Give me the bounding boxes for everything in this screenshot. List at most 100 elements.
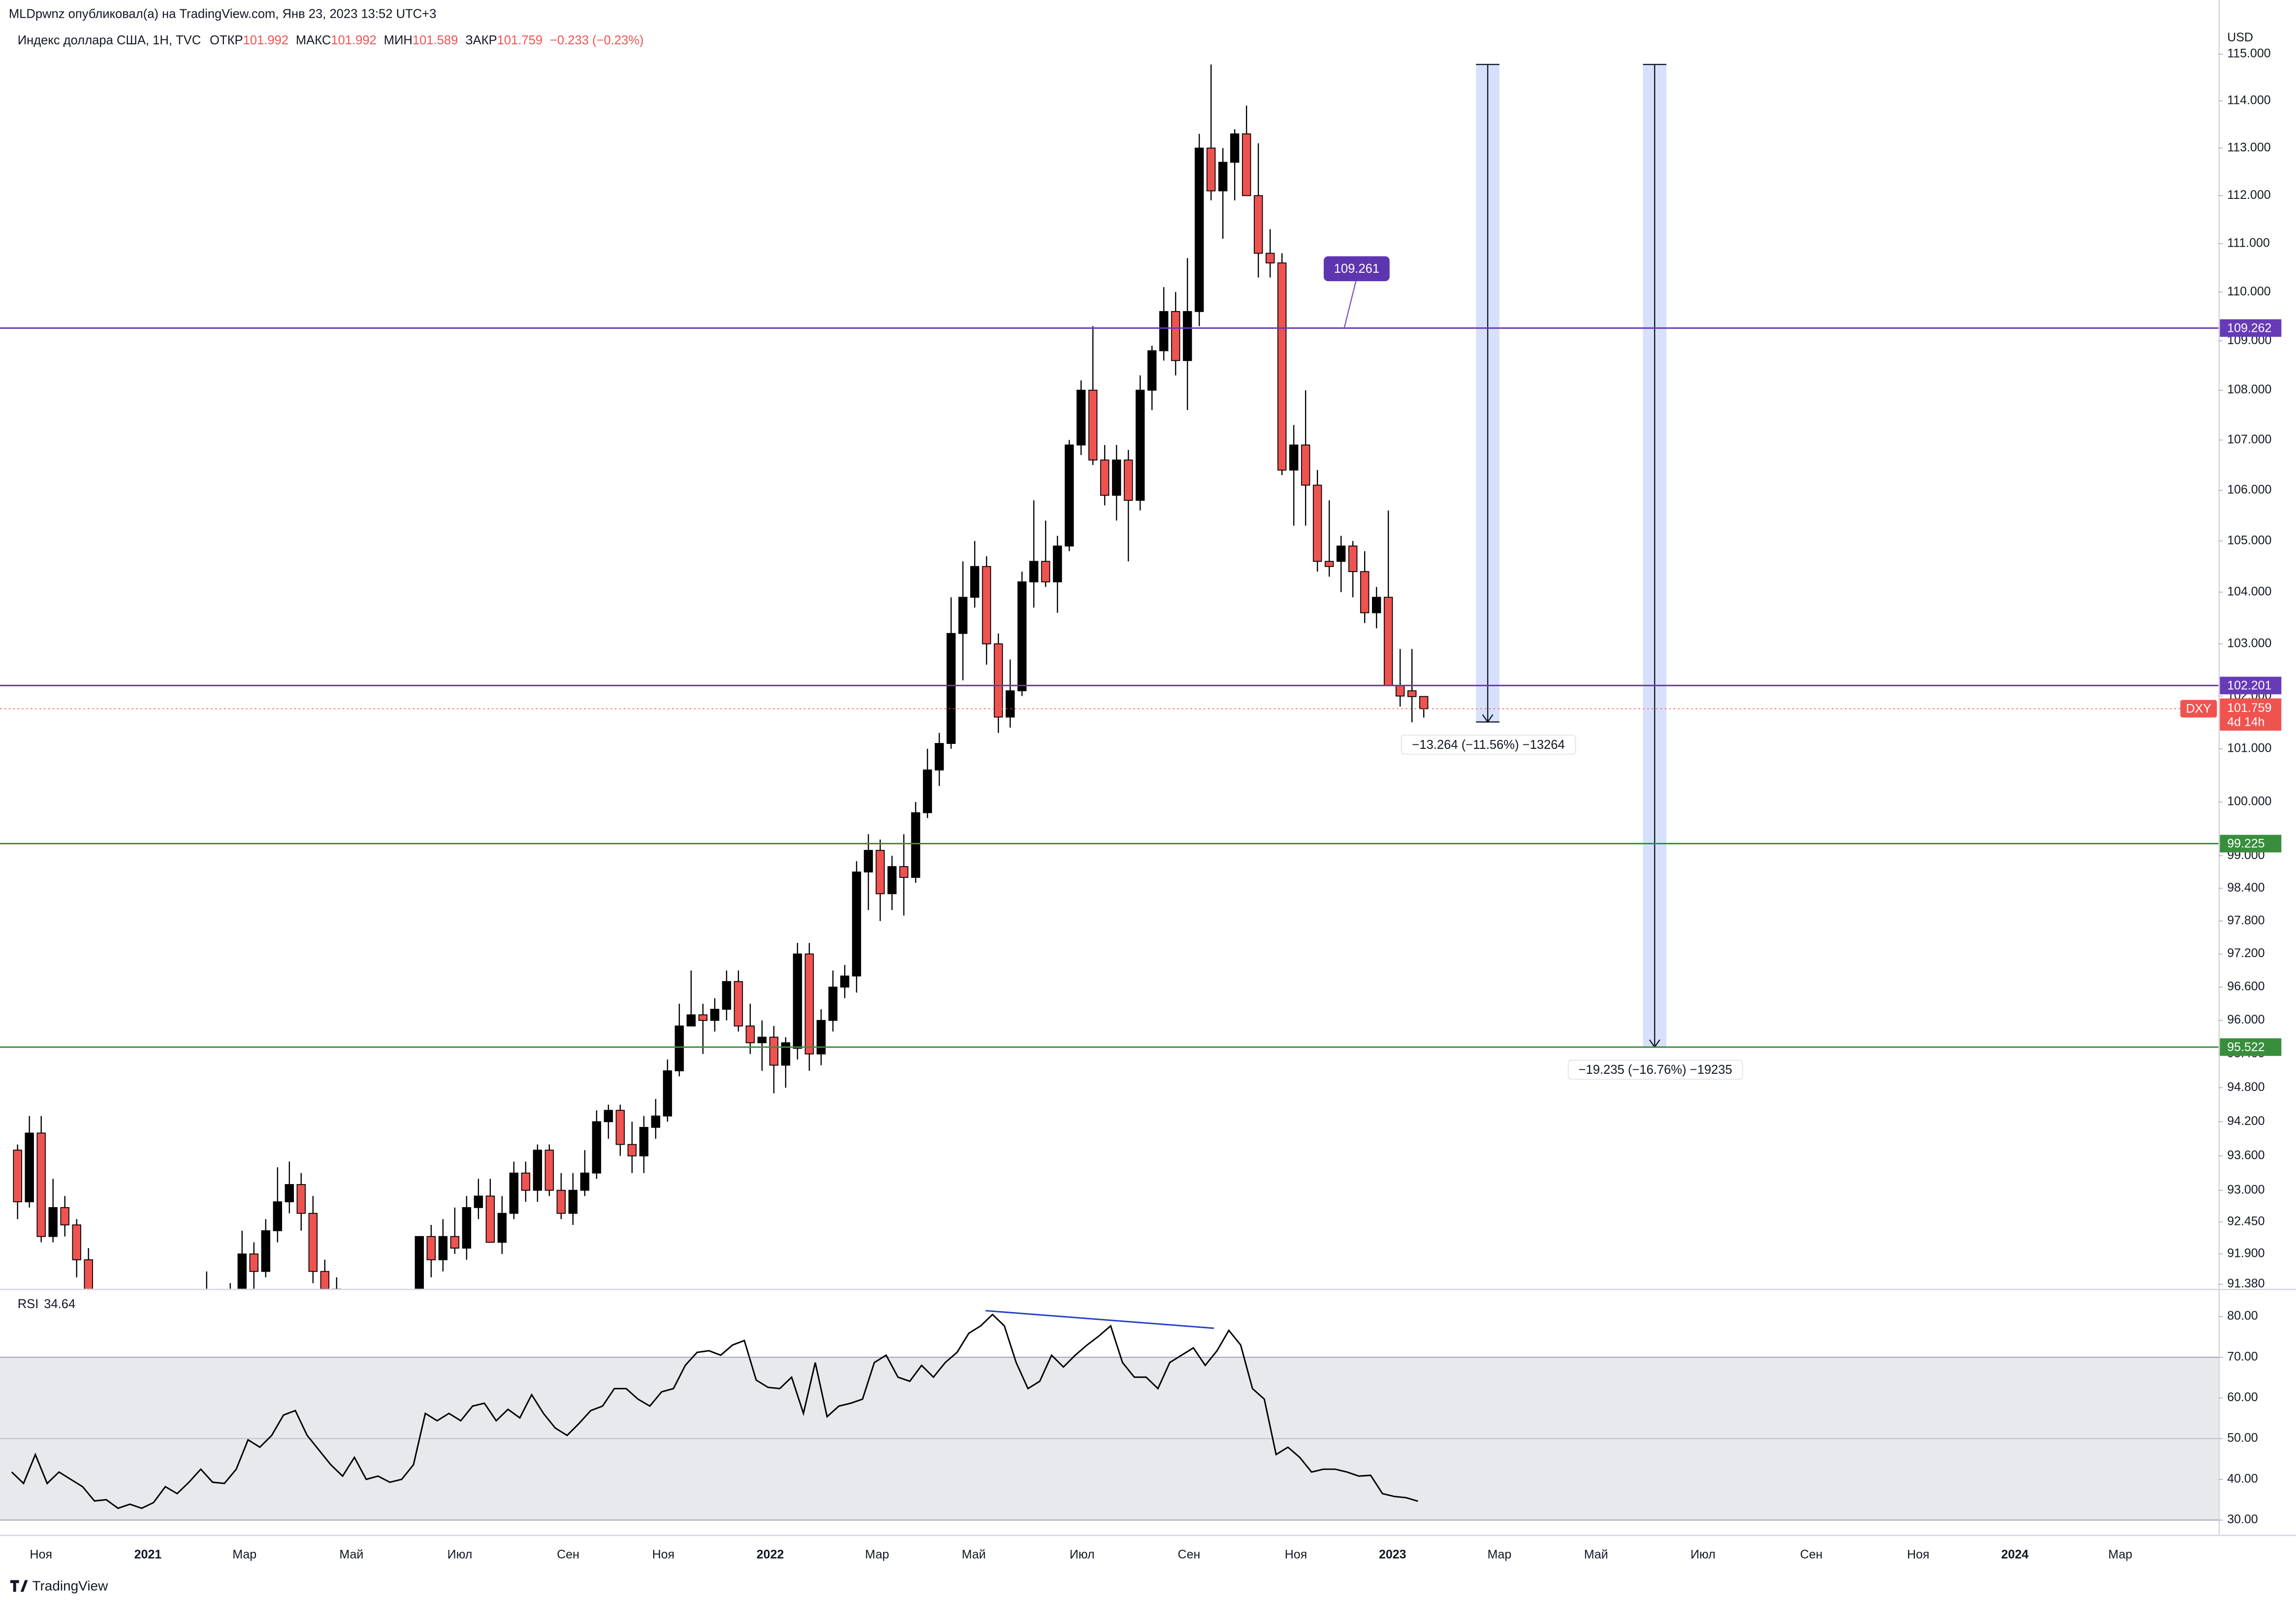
candle-body — [13, 1150, 22, 1202]
legend-item: −0.233 (−0.23%) — [550, 33, 644, 47]
candle-body — [674, 1026, 684, 1071]
price-tag — [2220, 698, 2282, 731]
y-tick-label: 91.380 — [2227, 1277, 2264, 1290]
legend-item: ОТКР — [210, 33, 243, 47]
candle-body — [568, 1189, 578, 1214]
candle-body — [911, 812, 921, 878]
x-tick-label: Ноя — [652, 1548, 674, 1562]
candle-body — [970, 566, 980, 598]
legend-item: 101.759 — [497, 33, 542, 47]
candle-body — [781, 1042, 791, 1066]
candle-body — [828, 987, 838, 1021]
y-tick-label: 107.000 — [2227, 432, 2271, 446]
y-tick-label: 70.00 — [2227, 1349, 2258, 1363]
y-tick-label: 105.000 — [2227, 533, 2271, 547]
candle-body — [769, 1036, 779, 1066]
level-tag-text: 99.225 — [2227, 837, 2264, 851]
candle-body — [521, 1172, 531, 1191]
x-tick-label: Мар — [2108, 1548, 2133, 1562]
candle-body — [25, 1132, 34, 1202]
price-tag-text: 101.759 — [2227, 701, 2271, 715]
candle-body — [852, 871, 861, 977]
countdown-text: 4d 14h — [2227, 715, 2264, 729]
candle-body — [1419, 696, 1429, 709]
level-tag — [2220, 834, 2282, 853]
rsi-value: 34.64 — [44, 1297, 75, 1311]
y-tick-label: 112.000 — [2227, 188, 2270, 202]
x-tick-label: Мар — [865, 1548, 889, 1562]
candle-body — [1230, 133, 1240, 163]
y-tick-label: 40.00 — [2227, 1472, 2258, 1485]
candle-body — [1017, 581, 1027, 692]
y-tick-label: 80.00 — [2227, 1309, 2258, 1323]
candle-body — [1206, 147, 1216, 192]
legend-item: Индекс доллара США, 1Н, TVC — [18, 33, 201, 47]
candle-body — [474, 1195, 483, 1208]
y-tick-label: 30.00 — [2227, 1512, 2258, 1526]
levels — [0, 327, 2219, 1048]
y-tick-label: 110.000 — [2227, 285, 2270, 298]
level-tag — [2220, 676, 2282, 695]
candle-body — [509, 1172, 519, 1214]
candle-body — [544, 1150, 554, 1191]
x-tick-label: Ноя — [30, 1548, 52, 1562]
candle-body — [1194, 147, 1204, 312]
x-tick-label: Июл — [1070, 1548, 1095, 1562]
measure-tool: −13.264 (−11.56%) −13264 — [1401, 64, 1576, 755]
y-tick-label: 92.450 — [2227, 1215, 2264, 1228]
y-tick-label: 94.800 — [2227, 1080, 2264, 1094]
candle-body — [84, 1259, 93, 1289]
candle-body — [1301, 444, 1310, 486]
candle-body — [556, 1189, 566, 1214]
y-tick-label: 94.200 — [2227, 1114, 2264, 1128]
level-tag-text: 95.522 — [2227, 1040, 2264, 1054]
candle-body — [1360, 571, 1370, 613]
divergence-line — [985, 1310, 1214, 1329]
x-tick-label: Сен — [1178, 1548, 1200, 1562]
candle-body — [48, 1207, 58, 1237]
y-tick-label: 50.00 — [2227, 1431, 2258, 1445]
candle-body — [592, 1121, 602, 1174]
candle-body — [1407, 690, 1417, 697]
y-tick-label: 60.00 — [2227, 1390, 2258, 1404]
x-tick-label: Мар — [1487, 1548, 1511, 1562]
candle-body — [1277, 262, 1287, 471]
candle-body — [1312, 484, 1322, 562]
candle-body — [1005, 690, 1015, 718]
legend-item: 101.589 — [413, 33, 458, 47]
x-tick-label: Ноя — [1907, 1548, 1929, 1562]
legend: Индекс доллара США, 1Н, TVC ОТКР 101.992 МА… — [18, 33, 644, 47]
candle-body — [438, 1236, 448, 1260]
candles — [13, 64, 1429, 1289]
candle-body — [60, 1207, 69, 1225]
brand-logo — [10, 1580, 28, 1592]
candle-body — [793, 953, 802, 1049]
candle-body — [982, 566, 991, 644]
candle-body — [923, 770, 932, 813]
candle-body — [757, 1036, 767, 1043]
candle-body — [863, 850, 873, 873]
measure-arrow — [1482, 714, 1494, 723]
grid-layer — [0, 1356, 2219, 1521]
candle-body — [639, 1126, 649, 1156]
candle-body — [1088, 389, 1098, 461]
candle-body — [497, 1213, 507, 1243]
candle-body — [946, 633, 956, 744]
x-tick-label: 2023 — [1379, 1548, 1406, 1562]
candle-body — [261, 1230, 271, 1272]
candle-body — [1029, 561, 1039, 582]
callout-pointer — [1343, 281, 1357, 328]
candle-body — [1265, 253, 1275, 263]
candle-body — [36, 1132, 46, 1237]
legend-item: МАКС — [296, 33, 331, 47]
y-tick-label: 111.000 — [2227, 236, 2270, 250]
candle-body — [804, 953, 814, 1055]
candle-body — [1041, 561, 1051, 582]
y-tick-label: 98.400 — [2227, 881, 2264, 895]
x-tick-label: Май — [1584, 1548, 1608, 1562]
candle-body — [627, 1144, 637, 1156]
candle-body — [816, 1020, 826, 1055]
legend-item: МИН — [384, 33, 413, 47]
candle-body — [285, 1184, 294, 1202]
candle-body — [72, 1224, 81, 1260]
